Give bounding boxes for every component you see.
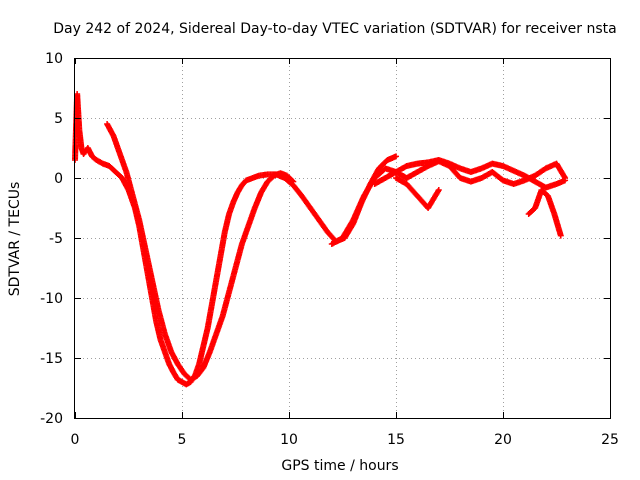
series [393, 175, 442, 211]
x-tick-label: 25 [601, 432, 619, 448]
data-point [290, 178, 297, 185]
series [525, 187, 564, 239]
data-point [393, 153, 399, 160]
x-tick-label: 10 [280, 432, 298, 448]
x-tick-label: 20 [494, 432, 512, 448]
grid [75, 58, 610, 418]
data-point [562, 177, 569, 184]
series [371, 157, 569, 191]
y-tick-label: -15 [40, 351, 63, 367]
data-point [289, 177, 296, 184]
series [72, 91, 399, 388]
y-tick-label: -10 [40, 291, 63, 307]
y-tick-label: -5 [49, 231, 63, 247]
x-axis-label: GPS time / hours [281, 458, 398, 474]
series [104, 121, 297, 383]
y-tick-label: 5 [54, 111, 63, 127]
plot-frame [74, 58, 611, 419]
x-tick-label: 5 [178, 432, 187, 448]
x-tick-label: 0 [71, 432, 80, 448]
y-axis-label: SDTVAR / TECUs [7, 182, 23, 297]
chart-title: Day 242 of 2024, Sidereal Day-to-day VTE… [53, 21, 616, 37]
axis-ticks: 0 5 10 15 20 25 -20 -15 -10 -5 0 5 10 [40, 51, 619, 448]
plot-area [72, 91, 569, 388]
y-tick-label: 10 [45, 51, 63, 67]
y-tick-label: -20 [40, 411, 63, 427]
x-tick-label: 15 [387, 432, 405, 448]
data-point [557, 232, 564, 239]
data-point [435, 187, 442, 193]
y-tick-label: 0 [54, 171, 63, 187]
